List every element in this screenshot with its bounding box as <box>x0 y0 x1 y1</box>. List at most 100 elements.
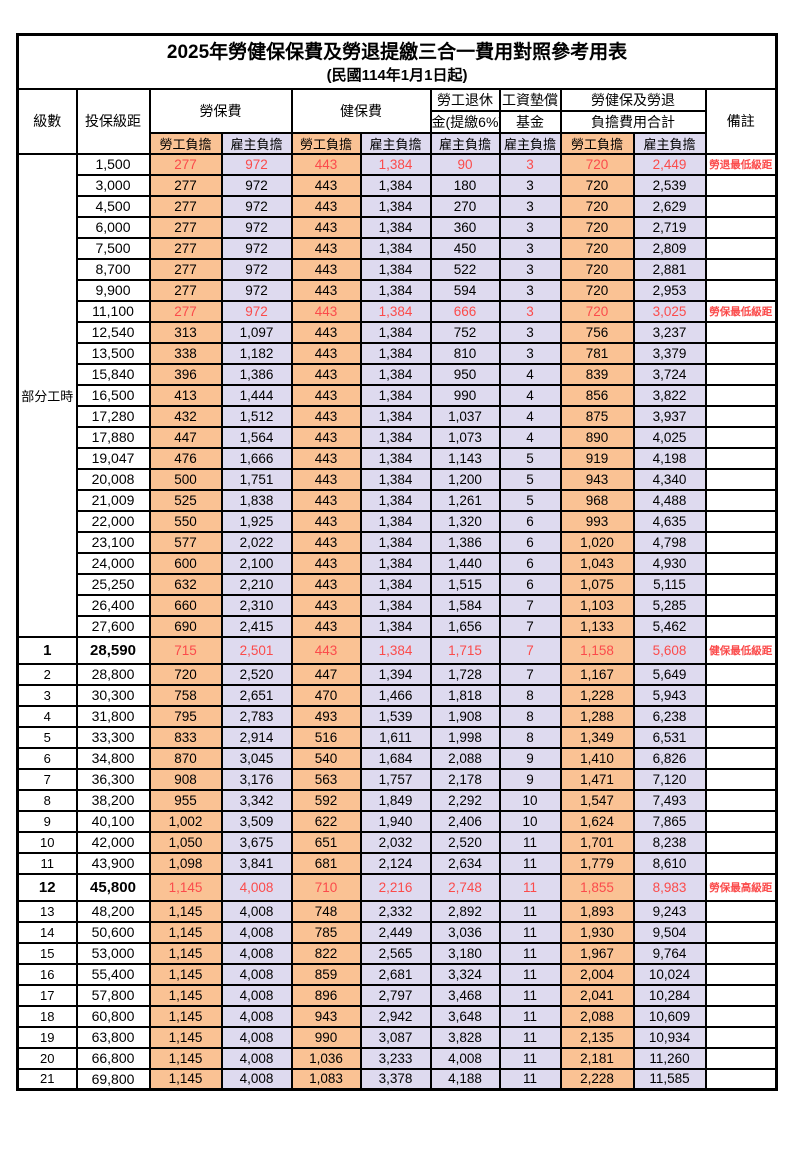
salary-bracket-cell: 42,000 <box>75 830 151 854</box>
title-row: 2025年勞健保保費及勞退提繳三合一費用對照參考用表 (民國114年1月1日起) <box>16 33 778 90</box>
level-cell: 9 <box>16 809 78 833</box>
labor-insurance-employer-cell: 1,666 <box>220 446 293 470</box>
pension-employer-cell: 752 <box>429 320 501 344</box>
total-employer-cell: 6,531 <box>632 725 707 749</box>
health-insurance-employer-cell: 1,384 <box>359 488 432 512</box>
health-insurance-employee-cell: 443 <box>290 299 362 323</box>
health-insurance-employer-cell: 1,940 <box>359 809 432 833</box>
labor-insurance-employee-cell: 396 <box>148 362 223 386</box>
total-employee-cell: 1,547 <box>559 788 635 812</box>
labor-insurance-employer-cell: 2,022 <box>220 530 293 554</box>
remark-cell <box>704 467 778 491</box>
labor-insurance-employer-cell: 1,925 <box>220 509 293 533</box>
labor-insurance-employer-cell: 972 <box>220 236 293 260</box>
total-employer-cell: 5,462 <box>632 614 707 638</box>
health-insurance-employer-cell: 1,384 <box>359 362 432 386</box>
header-total-line1: 勞健保及勞退 <box>559 87 707 112</box>
pension-employer-cell: 1,320 <box>429 509 501 533</box>
total-employee-cell: 2,004 <box>559 962 635 986</box>
labor-insurance-employer-cell: 2,100 <box>220 551 293 575</box>
health-insurance-employee-cell: 443 <box>290 530 362 554</box>
pension-employer-cell: 1,200 <box>429 467 501 491</box>
remark-cell <box>704 215 778 239</box>
salary-bracket-cell: 7,500 <box>75 236 151 260</box>
total-employer-cell: 10,609 <box>632 1004 707 1028</box>
labor-insurance-employer-cell: 1,182 <box>220 341 293 365</box>
table-row: 17 57,800 1,145 4,008 896 2,797 3,468 11 2,041 10… <box>16 983 778 1007</box>
table-row: 22,000 550 1,925 443 1,384 1,320 6 993 4,635 <box>18 509 778 533</box>
labor-insurance-employee-cell: 1,145 <box>148 941 223 965</box>
header-row-groups-line2: 金(提繳6%) 基金 負擔費用合計 <box>18 109 777 134</box>
salary-bracket-cell: 20,008 <box>75 467 151 491</box>
wage-fund-employer-cell: 7 <box>498 635 562 665</box>
salary-bracket-cell: 45,800 <box>75 872 151 902</box>
labor-insurance-employee-cell: 277 <box>148 215 223 239</box>
total-employer-cell: 10,934 <box>632 1025 707 1049</box>
pension-employer-cell: 594 <box>429 278 501 302</box>
wage-fund-employer-cell: 3 <box>498 194 562 218</box>
pension-employer-cell: 1,715 <box>429 635 501 665</box>
remark-cell <box>704 593 778 617</box>
labor-insurance-employee-cell: 277 <box>148 236 223 260</box>
total-employer-cell: 5,115 <box>632 572 707 596</box>
table-row: 3 30,300 758 2,651 470 1,466 1,818 8 1,228 5,943 <box>16 683 778 707</box>
wage-fund-employer-cell: 8 <box>498 725 562 749</box>
wage-fund-employer-cell: 11 <box>498 941 562 965</box>
remark-cell <box>704 383 778 407</box>
table-row: 6 34,800 870 3,045 540 1,684 2,088 9 1,410 6,826 <box>16 746 778 770</box>
remark-cell <box>704 425 778 449</box>
page-subtitle: (民國114年1月1日起) <box>326 66 468 84</box>
remark-cell <box>704 341 778 365</box>
salary-bracket-cell: 50,600 <box>75 920 151 944</box>
labor-insurance-employer-cell: 2,501 <box>220 635 293 665</box>
pension-employer-cell: 180 <box>429 173 501 197</box>
salary-bracket-cell: 27,600 <box>75 614 151 638</box>
remark-cell <box>704 788 778 812</box>
part-time-level-cell: 部分工時 <box>16 152 78 638</box>
health-insurance-employer-cell: 1,384 <box>359 278 432 302</box>
pension-employer-cell: 2,520 <box>429 830 501 854</box>
health-insurance-employee-cell: 443 <box>290 257 362 281</box>
labor-insurance-employer-cell: 2,310 <box>220 593 293 617</box>
subheader-total-employer: 雇主負擔 <box>632 131 707 155</box>
pension-employer-cell: 1,037 <box>429 404 501 428</box>
total-employee-cell: 1,020 <box>559 530 635 554</box>
wage-fund-employer-cell: 11 <box>498 1025 562 1049</box>
salary-bracket-cell: 6,000 <box>75 215 151 239</box>
level-cell: 3 <box>16 683 78 707</box>
total-employer-cell: 9,504 <box>632 920 707 944</box>
labor-insurance-employee-cell: 1,145 <box>148 962 223 986</box>
health-insurance-employee-cell: 443 <box>290 383 362 407</box>
salary-bracket-cell: 17,880 <box>75 425 151 449</box>
level-cell: 13 <box>16 899 78 923</box>
health-insurance-employer-cell: 2,332 <box>359 899 432 923</box>
wage-fund-employer-cell: 9 <box>498 767 562 791</box>
health-insurance-employer-cell: 1,384 <box>359 467 432 491</box>
health-insurance-employee-cell: 443 <box>290 362 362 386</box>
health-insurance-employee-cell: 592 <box>290 788 362 812</box>
table-row: 13 48,200 1,145 4,008 748 2,332 2,892 11 1,893 9,… <box>16 899 778 923</box>
table-row: 8 38,200 955 3,342 592 1,849 2,292 10 1,547 7,493 <box>16 788 778 812</box>
total-employer-cell: 3,379 <box>632 341 707 365</box>
health-insurance-employer-cell: 1,684 <box>359 746 432 770</box>
health-insurance-employee-cell: 443 <box>290 173 362 197</box>
salary-bracket-cell: 16,500 <box>75 383 151 407</box>
table-row: 20,008 500 1,751 443 1,384 1,200 5 943 4,340 <box>18 467 778 491</box>
labor-insurance-employer-cell: 2,783 <box>220 704 293 728</box>
salary-bracket-cell: 48,200 <box>75 899 151 923</box>
labor-insurance-employee-cell: 1,145 <box>148 1004 223 1028</box>
health-insurance-employer-cell: 1,757 <box>359 767 432 791</box>
labor-insurance-employee-cell: 833 <box>148 725 223 749</box>
labor-insurance-employee-cell: 1,002 <box>148 809 223 833</box>
health-insurance-employee-cell: 785 <box>290 920 362 944</box>
labor-insurance-employee-cell: 277 <box>148 299 223 323</box>
pension-employer-cell: 1,515 <box>429 572 501 596</box>
total-employer-cell: 8,610 <box>632 851 707 875</box>
total-employer-cell: 2,539 <box>632 173 707 197</box>
labor-insurance-employer-cell: 972 <box>220 299 293 323</box>
health-insurance-employee-cell: 443 <box>290 551 362 575</box>
labor-insurance-employee-cell: 413 <box>148 383 223 407</box>
labor-insurance-employer-cell: 3,841 <box>220 851 293 875</box>
total-employee-cell: 856 <box>559 383 635 407</box>
remark-cell <box>704 767 778 791</box>
